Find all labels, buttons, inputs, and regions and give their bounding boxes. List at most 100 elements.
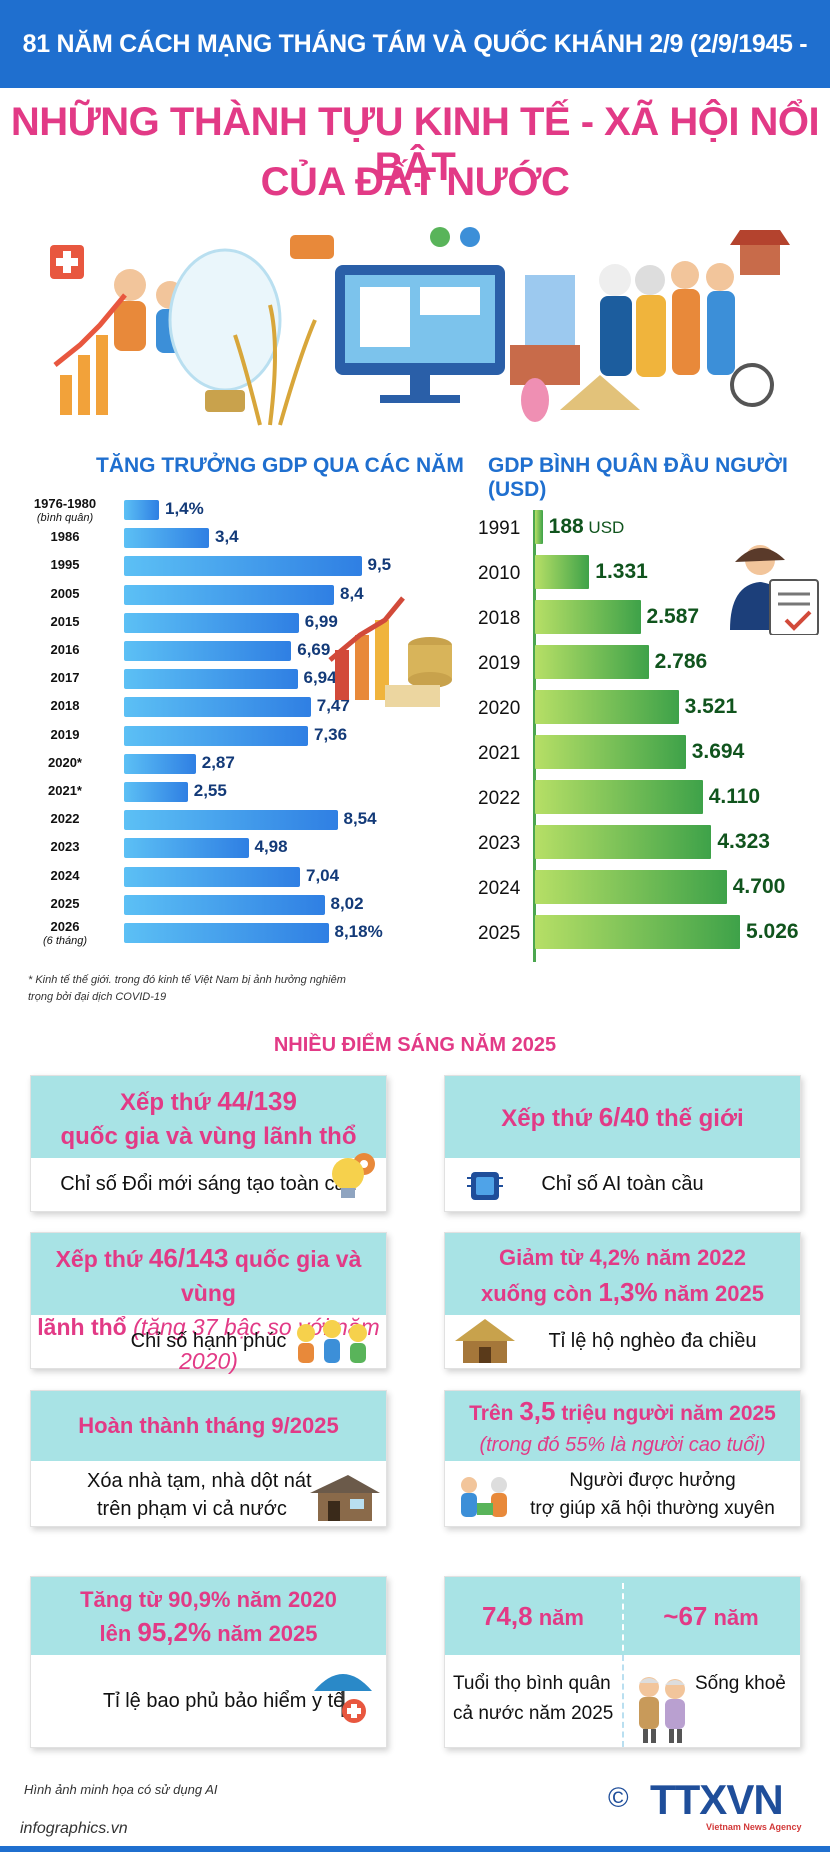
per-capita-bar [535, 915, 741, 949]
card-label: Người được hưởng [569, 1470, 736, 1491]
text: Xếp thứ [120, 1089, 218, 1116]
bottom-bar [0, 1846, 830, 1852]
gdp-year-label: 2021* [48, 783, 82, 798]
card-health-insurance: Tăng từ 90,9% năm 2020 lên 95,2% năm 202… [30, 1576, 387, 1748]
card-ai-index: Xếp thứ 6/40 thế giới Chỉ số AI toàn cầu [444, 1075, 801, 1212]
gdp-year-label: 1986 [50, 529, 80, 545]
per-capita-value-label: 5.026 [746, 920, 799, 943]
highlight-value: 6/40 [598, 1102, 650, 1132]
per-capita-year-label: 2010 [478, 563, 521, 584]
happy-people-icon [297, 1320, 367, 1363]
site-url: infographics.vn [20, 1820, 128, 1837]
card-label: Tuổi thọ bình quân [453, 1673, 611, 1694]
gdp-year-label: 2024 [50, 867, 80, 883]
growth-chart-icon [53, 293, 127, 415]
gdp-value-label: 3,4 [215, 527, 239, 547]
gdp-value-label: 1,4% [165, 499, 204, 518]
card-label: Xóa nhà tạm, nhà dột nát [87, 1470, 312, 1492]
text: năm 2025 [211, 1621, 318, 1646]
umbrella-health-icon [314, 1674, 372, 1723]
gdp-year-label: 2023 [50, 839, 80, 855]
gdp-bar [124, 923, 329, 943]
card-label: trợ giúp xã hội thường xuyên [530, 1498, 775, 1519]
card-header: Xếp thứ 6/40 thế giới [445, 1076, 800, 1158]
ttxvn-logo: TTXVN [650, 1776, 784, 1823]
per-capita-value-label: 4.110 [708, 785, 761, 808]
text: Tăng từ 90,9% năm 2020 [80, 1587, 337, 1612]
card-label: Chỉ số hạnh phúc [130, 1330, 287, 1352]
card-innovation-index: Xếp thứ 44/139 quốc gia và vùng lãnh thổ… [30, 1075, 387, 1212]
highlight-value: 74,8 [482, 1601, 533, 1631]
gdp-bar [124, 612, 299, 633]
divider [622, 1655, 624, 1747]
gdp-year-label: 2026 (6 tháng) [42, 919, 88, 948]
card-label: trên phạm vi cả nước [97, 1498, 287, 1520]
conical-hat-icon [560, 375, 640, 410]
gdp-bar [124, 866, 300, 887]
gdp-year-label: 2018 [50, 698, 80, 714]
text: thế giới [649, 1105, 744, 1132]
card-life-expectancy: 74,8 năm ~67 năm Tuổi thọ bình quân cả n… [444, 1576, 801, 1748]
highlight-value: 44/139 [217, 1086, 297, 1116]
text: năm [532, 1605, 584, 1630]
gdp-value-label: 9,5 [367, 555, 392, 575]
gdp-bar [124, 556, 362, 577]
gdp-year-label: 2025 [50, 895, 80, 911]
page-title-line2: CỦA ĐẤT NƯỚC [260, 160, 570, 204]
lightbulb-gear-icon [332, 1153, 375, 1198]
city-computer-illustration [290, 227, 580, 403]
gdp-year-label: 2019 [50, 726, 80, 742]
life-expectancy-label: Tuổi thọ bình quân cả nước năm 2025 [453, 1669, 613, 1729]
per-capita-value-label: 3.694 [691, 740, 745, 763]
card-body: Người được hưởng trợ giúp xã hội thường … [445, 1461, 800, 1526]
per-capita-axis [533, 510, 536, 962]
per-capita-year-label: 2019 [478, 653, 521, 674]
elderly-couple-icon [639, 1677, 685, 1743]
social-support-icon [461, 1477, 507, 1517]
card-header: Xếp thứ 46/143 quốc gia và vùng lãnh thổ… [31, 1233, 386, 1374]
gdp-value-label: 7,47 [316, 696, 350, 716]
agency-name: Vietnam News Agency [706, 1822, 802, 1832]
per-capita-year-label: 2023 [478, 833, 521, 854]
highlight-value: ~67 [663, 1601, 708, 1631]
per-capita-bar [535, 645, 649, 679]
text: (trong đó 55% là người cao tuổi) [479, 1434, 766, 1456]
card-body: Chỉ số hạnh phúc [31, 1315, 386, 1368]
gdp-value-label: 6,99 [304, 611, 338, 631]
gdp-value-label: 8,18% [334, 922, 383, 941]
text: xuống còn [481, 1281, 599, 1306]
card-body: Tuổi thọ bình quân cả nước năm 2025 Sống… [445, 1655, 800, 1747]
temple-icon [730, 230, 790, 275]
per-capita-bar [535, 825, 712, 859]
gdp-value-label: 7,04 [306, 865, 340, 885]
card-header: Giảm từ 4,2% năm 2022 xuống còn 1,3% năm… [445, 1233, 800, 1315]
card-header: 74,8 năm ~67 năm [445, 1577, 800, 1733]
gdp-year-label: 2022 [50, 811, 80, 827]
gdp-value-label: 6,94 [303, 668, 337, 688]
gdp-bar [124, 782, 188, 802]
gdp-bar [124, 838, 249, 859]
healthy-life-label: Sống khoẻ [695, 1669, 786, 1699]
gdp-year-label: 1976-1980 (bình quân) [33, 496, 97, 525]
card-header: Trên 3,5 triệu người năm 2025 (trong đó … [445, 1391, 800, 1461]
card-body: Tỉ lệ bao phủ bảo hiểm y tế [31, 1655, 386, 1747]
per-capita-bar [535, 780, 703, 814]
gdp-value-label: 4,98 [254, 837, 288, 857]
gdp-bar [124, 528, 209, 549]
text: triệu người năm 2025 [555, 1402, 776, 1425]
family-illustration-right [599, 261, 774, 407]
gdp-footnote: * Kinh tế thế giới. trong đó kinh tế Việ… [28, 974, 346, 1003]
per-capita-year-label: 2020 [478, 698, 521, 719]
shabby-house-icon [310, 1475, 380, 1521]
gdp-year-label: 2015 [50, 613, 80, 629]
highlight-value: 3,5 [519, 1396, 556, 1426]
lightbulb-icon [168, 248, 282, 412]
gdp-value-label: 2,87 [201, 752, 235, 772]
per-capita-value-label: 2.786 [654, 650, 708, 673]
card-body: Tỉ lệ hộ nghèo đa chiều [445, 1315, 800, 1368]
gdp-bar [124, 584, 334, 605]
card-body: Chỉ số AI toàn cầu [445, 1158, 800, 1211]
gdp-bar [124, 753, 196, 774]
card-label: Chỉ số Đổi mới sáng tạo toàn cầu [60, 1173, 357, 1195]
gdp-year-label: 2016 [50, 642, 80, 657]
